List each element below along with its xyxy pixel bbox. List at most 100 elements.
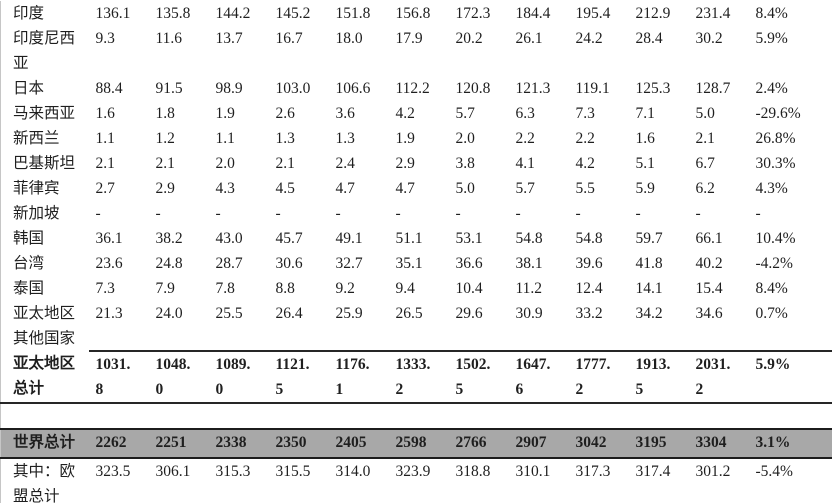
value-cell: 30.9 [515,305,543,322]
value-cell: 103.0 [275,80,311,97]
value-cell: - [335,205,341,222]
value-cell: 1.6 [635,130,655,147]
value-cell: 11.2 [515,280,543,297]
row-label-cell: 印度尼西 亚 [13,30,76,72]
value-cell: 1913. 5 [628,350,689,404]
value-cell: 59.7 [635,230,663,247]
percent-cell: -5.4% [755,463,793,480]
value-cell: 2.1 [155,155,175,172]
percent-cell: 4.3% [755,180,788,197]
row-label-cell: 巴基斯坦 [13,155,76,172]
value-cell: - [455,205,461,222]
value-cell: - [95,205,101,222]
value-cell: 4.7 [335,180,355,197]
value-cell: 24.0 [155,305,183,322]
value-cell: 21.3 [95,305,123,322]
value-cell: 4.2 [395,105,415,122]
value-cell: 1031. 8 [88,350,149,404]
value-cell: 7.3 [575,105,595,122]
value-cell: 4.5 [275,180,295,197]
value-cell: 17.9 [395,30,423,47]
value-cell: - [395,205,401,222]
percent-cell: 5.9% [755,30,788,47]
value-cell: 323.5 [95,463,131,480]
value-cell: 16.7 [275,30,303,47]
value-cell: 1.9 [215,105,235,122]
value-cell: 317.4 [635,463,671,480]
percent-cell: 8.4% [755,5,788,22]
value-cell: 323.9 [395,463,431,480]
value-cell: 23.6 [95,255,123,272]
row-label-cell: 韩国 [13,230,45,247]
value-cell: 119.1 [575,80,610,97]
value-cell: 184.4 [515,5,551,22]
value-cell: 1.3 [275,130,295,147]
value-cell: 34.6 [695,305,723,322]
value-cell: 2.4 [335,155,355,172]
value-cell: 156.8 [395,5,431,22]
value-cell: 1089. 0 [208,350,269,404]
value-cell: 3.8 [455,155,475,172]
value-cell: 145.2 [275,5,311,22]
value-cell: 1647. 6 [508,350,569,404]
value-cell: 7.3 [95,280,115,297]
value-cell: 39.6 [575,255,603,272]
value-cell: 9.3 [95,30,115,47]
percent-cell: 26.8% [755,130,796,147]
percent-cell: 0.7% [755,305,788,322]
spacer-row [1,403,832,429]
value-cell: 1121. 5 [268,350,329,404]
value-cell: 1.8 [155,105,175,122]
value-cell: 41.8 [635,255,663,272]
value-cell: 135.8 [155,5,191,22]
value-cell: 25.9 [335,305,363,322]
value-cell: 2262 [88,428,149,459]
value-cell: 2031. 2 [688,350,749,404]
value-cell: 26.4 [275,305,303,322]
value-cell: 151.8 [335,5,371,22]
row-label-cell: 世界总计 [0,428,89,459]
value-cell: 2.6 [275,105,295,122]
row-label-cell: 亚太地区 其他国家 [13,305,76,347]
value-cell: 144.2 [215,5,251,22]
row-label-cell: 亚太地区 总计 [0,351,89,404]
value-cell: 1333. 2 [388,350,449,404]
value-cell: 3.6 [335,105,355,122]
value-cell: 7.9 [155,280,175,297]
value-cell: 12.4 [575,280,603,297]
value-cell: 3042 [568,428,629,459]
table-row: 亚太地区 总计 1031. 8 1048. 0 1089. 0 1121. 5 1176.… [0,350,832,404]
value-cell: 128.7 [695,80,731,97]
value-cell: 3304 [688,428,749,459]
value-cell: 212.9 [635,5,671,22]
value-cell: 10.4 [455,280,483,297]
value-cell: 45.7 [275,230,303,247]
value-cell: 98.9 [215,80,243,97]
value-cell: 172.3 [455,5,491,22]
row-label-cell: 新西兰 [13,130,60,147]
value-cell: 54.8 [575,230,603,247]
value-cell: 1502. 5 [448,350,509,404]
table-row: 其中：欧 盟总计 323.5 306.1 315.3 315.5 314.0 323.9 31… [1,458,832,503]
value-cell: 306.1 [155,463,191,480]
value-cell: 7.8 [215,280,235,297]
value-cell: 26.1 [515,30,543,47]
value-cell: 301.2 [695,463,731,480]
value-cell: 36.1 [95,230,123,247]
value-cell: - [275,205,281,222]
table-row: 马来西亚 1.6 1.8 1.9 2.6 3.6 4.2 5.7 6.3 7.3 7.1 5.0 -29… [1,101,832,126]
value-cell: 136.1 [95,5,131,22]
percent-cell: 8.4% [755,280,788,297]
value-cell: 1.6 [95,105,115,122]
value-cell: 29.6 [455,305,483,322]
percent-cell: - [755,205,761,222]
value-cell: 231.4 [695,5,731,22]
value-cell: 2251 [148,428,209,459]
table-row: 新西兰 1.1 1.2 1.1 1.3 1.3 1.9 2.0 2.2 2.2 1.6 2.1 26.8… [1,126,832,151]
value-cell: 38.2 [155,230,183,247]
value-cell: 35.1 [395,255,423,272]
table-row: 菲律宾 2.7 2.9 4.3 4.5 4.7 4.7 5.0 5.7 5.5 5.9 6.2 4.3% [1,176,832,201]
value-cell: 32.7 [335,255,363,272]
value-cell: 5.0 [455,180,475,197]
